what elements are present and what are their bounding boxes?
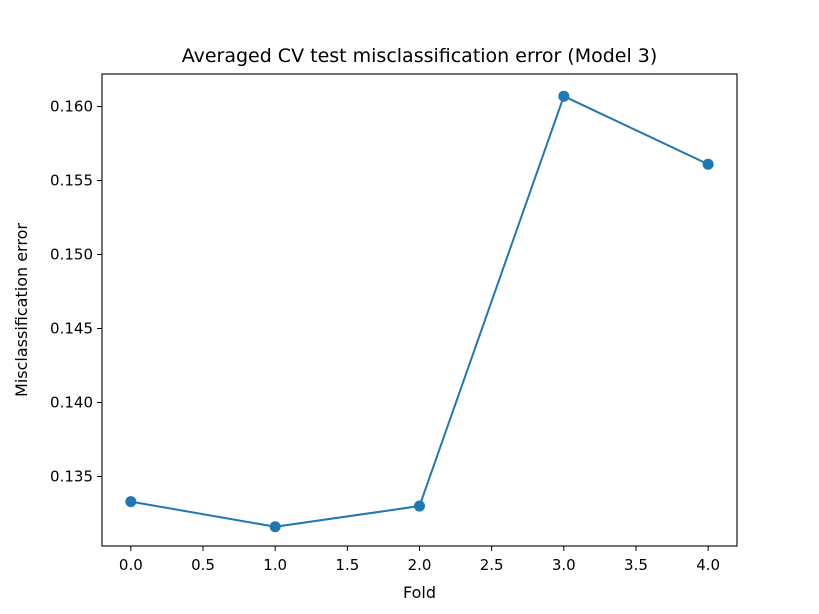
x-tick-label: 2.0 (408, 556, 432, 574)
y-tick-label: 0.135 (50, 467, 93, 485)
data-point-fold-4 (702, 158, 714, 170)
series-layer (125, 90, 714, 533)
data-point-fold-2 (414, 500, 425, 512)
x-tick-label: 4.0 (696, 556, 720, 574)
data-point-fold-1 (269, 521, 281, 533)
x-tick-label: 0.5 (191, 556, 215, 574)
y-tick-label: 0.145 (50, 319, 93, 337)
y-axis-ticks: 0.135 0.140 0.145 0.150 0.155 0.160 (50, 98, 102, 485)
y-tick-label: 0.155 (50, 172, 93, 190)
x-tick-label: 3.5 (624, 556, 648, 574)
data-point-fold-0 (125, 496, 137, 508)
x-tick-label: 0.0 (119, 556, 143, 574)
x-axis-ticks: 0.0 0.5 1.0 1.5 2.0 2.5 3.0 3.5 4.0 (119, 546, 720, 574)
x-tick-label: 3.0 (552, 556, 576, 574)
y-tick-label: 0.150 (50, 246, 93, 264)
x-axis-label: Fold (403, 583, 436, 602)
x-tick-label: 1.5 (335, 556, 359, 574)
x-tick-label: 1.0 (263, 556, 287, 574)
y-tick-label: 0.160 (50, 98, 93, 116)
x-tick-label: 2.5 (480, 556, 504, 574)
data-point-fold-3 (558, 90, 570, 102)
y-axis-label: Misclassification error (12, 223, 31, 397)
axes-frame (101, 73, 738, 547)
chart-title: Averaged CV test misclassification error… (182, 45, 658, 67)
y-tick-label: 0.140 (50, 393, 93, 411)
